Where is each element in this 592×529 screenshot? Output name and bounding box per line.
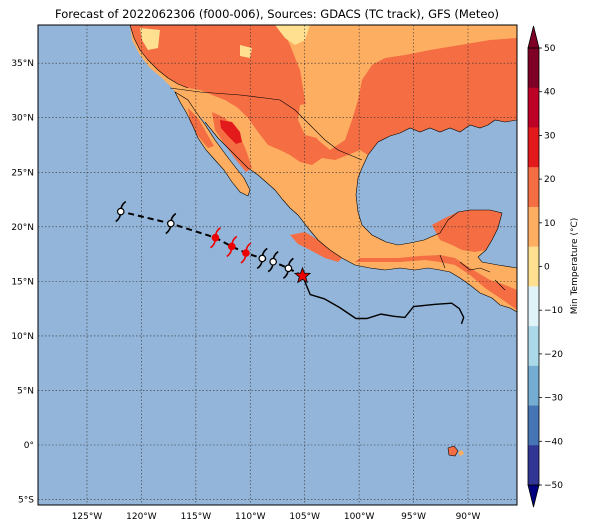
lat-tick-label: 35°N	[11, 59, 34, 69]
colorbar-segment	[528, 48, 539, 89]
colorbar-tick-label: −20	[544, 350, 563, 360]
past-track-line	[301, 275, 465, 325]
lon-tick-label: 90°W	[456, 512, 481, 522]
lon-tick-label: 95°W	[401, 512, 426, 522]
colorbar-tick-label: −50	[544, 481, 563, 491]
lon-tick-label: 105°W	[289, 512, 320, 522]
coastline-borders	[129, 25, 517, 457]
storm-symbol-icon	[115, 200, 127, 223]
colorbar-segment	[528, 445, 539, 486]
lat-tick-label: 5°N	[17, 386, 34, 396]
cyclone-track	[115, 200, 465, 325]
colorbar-tick-label: 30	[544, 131, 556, 141]
current-position-star-icon	[293, 266, 312, 284]
lat-tick-label: 25°N	[11, 168, 34, 178]
lon-tick-label: 120°W	[126, 512, 157, 522]
colorbar-segment	[528, 206, 539, 247]
colorbar-tick-label: −40	[544, 437, 563, 447]
colorbar-tick-label: 40	[544, 88, 556, 98]
storm-symbol-icon	[226, 235, 238, 258]
colorbar-tick-label: −10	[544, 306, 563, 316]
colorbar-segment	[528, 286, 539, 327]
storm-symbol-icon	[240, 242, 252, 264]
lat-tick-label: 5°S	[18, 496, 34, 506]
colorbar-segment	[528, 127, 539, 168]
map-gridlines	[38, 25, 517, 505]
lon-tick-label: 115°W	[181, 512, 212, 522]
figure-title: Forecast of 2022062306 (f000-006), Sourc…	[55, 7, 499, 21]
colorbar-extend-high	[527, 25, 540, 49]
colorbar-segment	[528, 167, 539, 208]
colorbar-segment	[528, 87, 539, 128]
land-temperature-field	[130, 25, 517, 456]
colorbar-segment	[528, 246, 539, 287]
colorbar-tick-label: 50	[544, 44, 556, 54]
storm-symbol-icon	[256, 247, 268, 270]
latitude-tick-labels: 35°N 30°N 25°N 20°N 15°N 10°N 5°N 0° 5°S	[11, 59, 34, 505]
lon-tick-label: 125°W	[72, 512, 103, 522]
map-frame	[37, 24, 518, 506]
colorbar-segment	[528, 405, 539, 446]
lat-tick-label: 0°	[24, 441, 34, 451]
storm-symbol-icon	[267, 251, 279, 273]
colorbar-tick-label: 10	[544, 219, 556, 229]
colorbar-tick-label: 0	[544, 263, 550, 273]
lat-tick-label: 20°N	[11, 223, 34, 233]
colorbar: 50 40 30 20 10 0 −10 −20 −30 −40 −50	[527, 25, 563, 508]
storm-symbol-icon	[165, 212, 177, 235]
lon-tick-label: 110°W	[235, 512, 266, 522]
colorbar-segment	[528, 326, 539, 367]
colorbar-label: Min Temperature (°C)	[570, 218, 580, 315]
lat-tick-label: 30°N	[11, 114, 34, 124]
lon-tick-label: 100°W	[344, 512, 375, 522]
longitude-tick-labels: 125°W 120°W 115°W 110°W 105°W 100°W 95°W 90°W	[72, 512, 481, 522]
lat-tick-label: 15°N	[11, 277, 34, 287]
storm-symbol-icon	[282, 257, 294, 279]
colorbar-tick-label: 20	[544, 175, 556, 185]
colorbar-extend-low	[527, 484, 540, 508]
lat-tick-label: 10°N	[11, 332, 34, 342]
storm-symbol-icon	[209, 227, 221, 249]
colorbar-tick-label: −30	[544, 394, 563, 404]
colorbar-segment	[528, 365, 539, 406]
